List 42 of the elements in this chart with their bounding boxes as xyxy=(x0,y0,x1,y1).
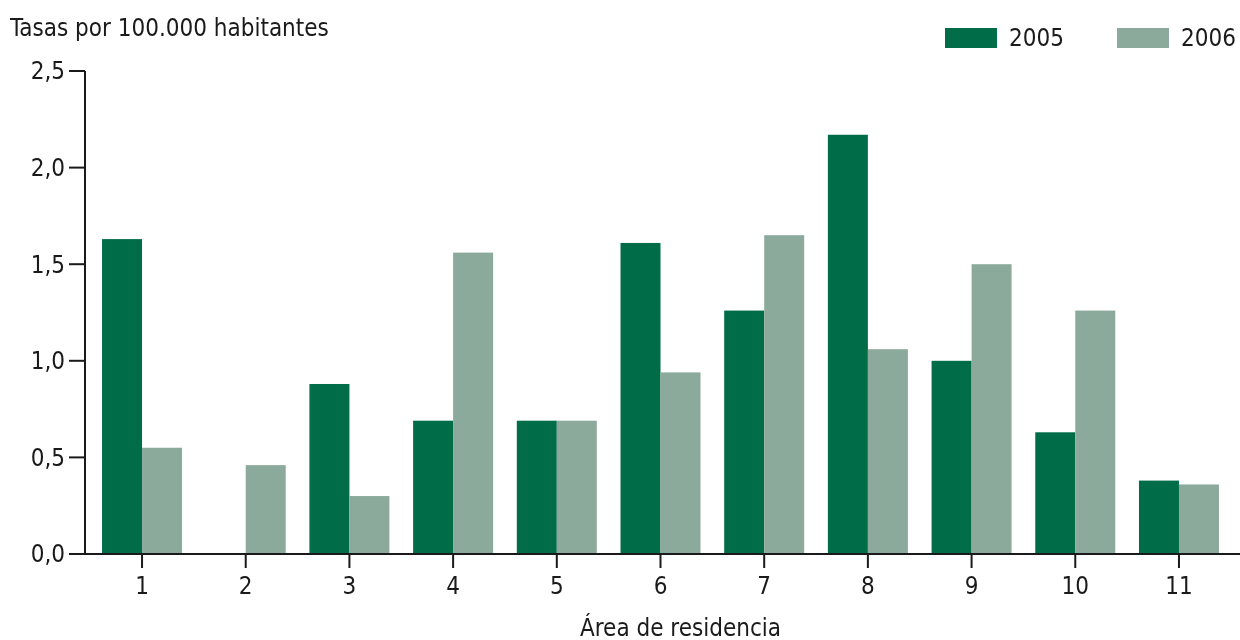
bar xyxy=(1075,310,1116,554)
bar xyxy=(516,420,557,554)
y-tick-label: 1,0 xyxy=(30,347,65,376)
bar xyxy=(556,420,597,554)
y-tick-label: 1,5 xyxy=(30,250,65,279)
bar xyxy=(660,372,701,554)
y-tick-label: 0,5 xyxy=(30,443,65,472)
bar xyxy=(102,239,143,554)
legend-label: 2006 xyxy=(1181,24,1236,53)
bar xyxy=(764,235,805,554)
x-tick-label: 1 xyxy=(135,572,149,600)
bar xyxy=(867,349,908,554)
bar xyxy=(1035,432,1076,554)
x-tick-label: 5 xyxy=(549,572,564,600)
x-tick-label: 9 xyxy=(964,572,979,600)
x-tick-label: 4 xyxy=(446,572,460,600)
x-tick-label: 7 xyxy=(757,572,772,600)
bar xyxy=(413,420,454,554)
y-axis-title: Tasas por 100.000 habitantes xyxy=(9,14,329,42)
x-tick-label: 11 xyxy=(1165,572,1193,600)
x-tick-label: 3 xyxy=(342,572,357,600)
legend-label: 2005 xyxy=(1009,24,1064,53)
bar xyxy=(1138,480,1179,554)
bar xyxy=(971,264,1012,554)
bar xyxy=(1178,484,1219,554)
x-tick-label: 10 xyxy=(1061,572,1090,600)
bar xyxy=(349,496,390,554)
bar xyxy=(309,383,350,554)
x-tick-label: 6 xyxy=(653,572,668,600)
bar xyxy=(827,134,868,554)
x-tick-label: 8 xyxy=(861,572,875,600)
bar xyxy=(931,360,972,554)
bar xyxy=(245,465,286,554)
y-tick-label: 2,5 xyxy=(30,57,65,86)
bar xyxy=(453,252,494,554)
y-tick-label: 2,0 xyxy=(30,154,65,182)
bar xyxy=(724,310,765,554)
x-tick-label: 2 xyxy=(238,572,253,600)
x-axis-title: Área de residencia xyxy=(579,613,782,640)
bar xyxy=(142,447,183,554)
y-tick-label: 0,0 xyxy=(30,540,65,569)
bar xyxy=(620,242,661,554)
